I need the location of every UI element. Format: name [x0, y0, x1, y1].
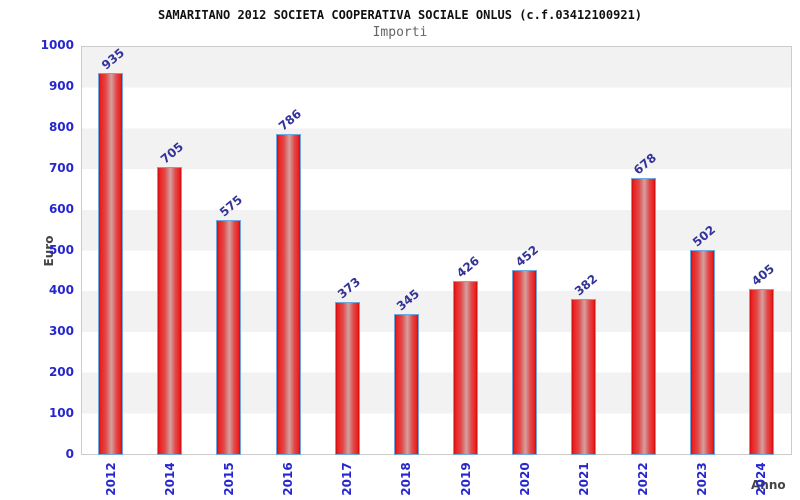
- bar: [748, 289, 774, 455]
- x-axis-tick-label: 2019: [458, 462, 473, 496]
- y-axis-tick-label: 300: [48, 324, 74, 339]
- x-axis-tick-label: 2015: [221, 462, 236, 496]
- bar: [512, 270, 538, 455]
- x-axis-tick-label: 2020: [517, 462, 532, 496]
- x-axis-tick-label: 2016: [281, 462, 296, 496]
- x-axis-tick-label: 2018: [399, 462, 414, 496]
- y-axis-tick-label: 900: [48, 78, 74, 93]
- y-axis-tick-label: 0: [65, 447, 74, 461]
- bar: [98, 72, 124, 455]
- y-axis-tick-label: 100: [48, 406, 74, 421]
- x-axis-tick-label: 2024: [754, 462, 769, 496]
- x-axis-tick-label: 2023: [695, 462, 710, 496]
- x-axis-title: Anno: [751, 478, 786, 492]
- y-axis-tick-label: 700: [48, 160, 74, 175]
- bar: [275, 133, 301, 455]
- y-axis-tick-label: 200: [48, 365, 74, 380]
- chart-subtitle: Importi: [372, 25, 428, 40]
- bar: [334, 302, 360, 455]
- bar: [157, 166, 183, 455]
- bar: [571, 298, 597, 455]
- y-axis-tick-label: 400: [48, 283, 74, 298]
- chart-title: SAMARITANO 2012 SOCIETA COOPERATIVA SOCI…: [157, 8, 643, 22]
- y-axis-tick-label: 800: [48, 119, 74, 134]
- y-axis-tick-label: 500: [48, 242, 74, 257]
- y-axis-tick-label: 600: [48, 201, 74, 216]
- x-axis-tick-label: 2017: [340, 462, 355, 496]
- x-axis-tick-label: 2014: [162, 462, 177, 496]
- bar: [216, 219, 242, 455]
- y-axis-tick-label: 1000: [40, 38, 74, 52]
- bar: [453, 280, 479, 455]
- plot-area: [81, 46, 792, 455]
- x-axis-tick-label: 2021: [576, 462, 591, 496]
- bar: [630, 177, 656, 455]
- x-axis-tick-label: 2012: [103, 462, 118, 496]
- x-axis-tick-label: 2022: [636, 462, 651, 496]
- bar: [393, 313, 419, 455]
- bar: [689, 249, 715, 455]
